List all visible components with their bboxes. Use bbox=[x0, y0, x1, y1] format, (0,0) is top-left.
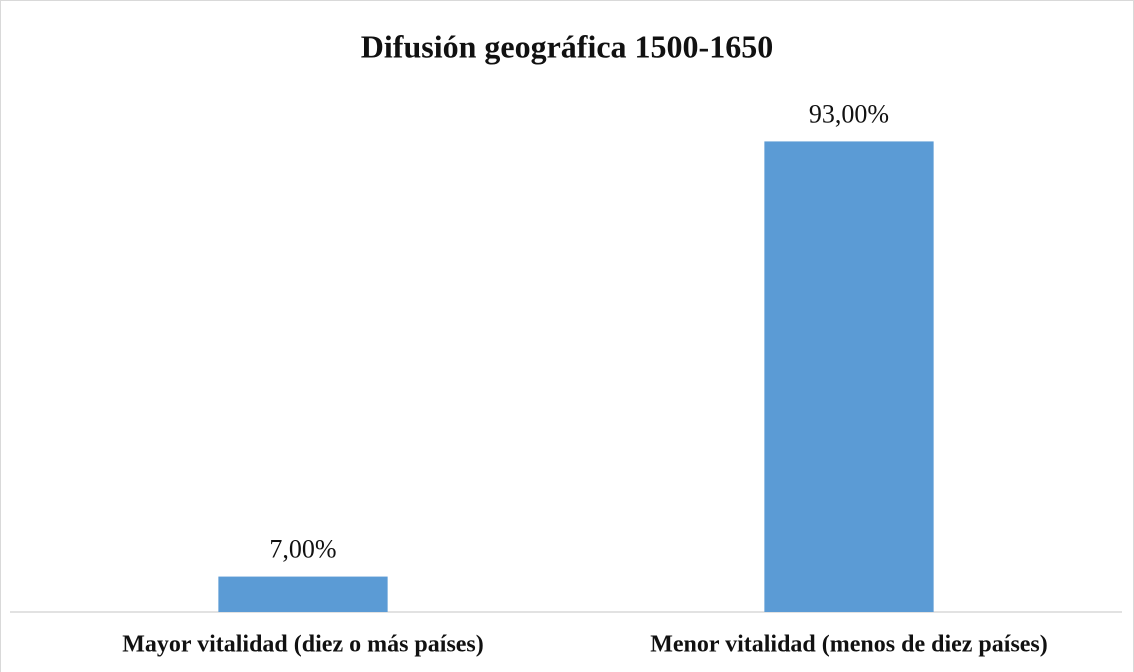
bar bbox=[764, 141, 934, 613]
data-label: 93,00% bbox=[809, 99, 889, 128]
x-tick-label: Mayor vitalidad (diez o más países) bbox=[122, 632, 484, 658]
chart-title: Difusión geográfica 1500-1650 bbox=[361, 28, 773, 64]
data-label: 7,00% bbox=[269, 535, 336, 564]
bar bbox=[218, 576, 388, 612]
x-tick-label: Menor vitalidad (menos de diez países) bbox=[650, 632, 1048, 658]
